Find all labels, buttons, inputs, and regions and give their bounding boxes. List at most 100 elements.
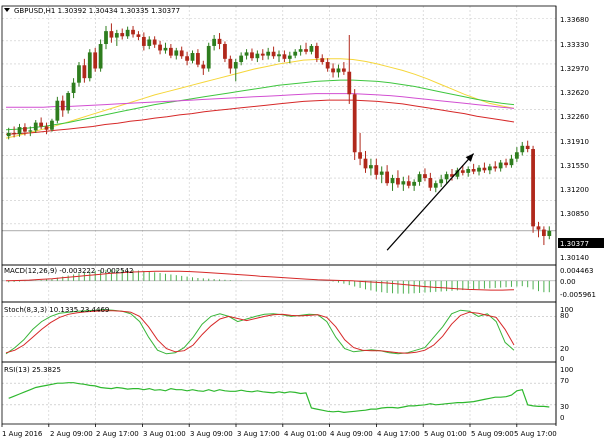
stoch-tick: 0	[560, 355, 564, 363]
price-tick: 1.32620	[560, 89, 589, 97]
candle-body	[87, 52, 92, 79]
symbol-header: GBPUSD,H1 1.30392 1.30434 1.30335 1.3037…	[4, 7, 180, 15]
candle-body	[417, 174, 422, 182]
candle-body	[325, 62, 330, 69]
candle-body	[309, 45, 314, 52]
time-label: 5 Aug 01:00	[424, 430, 467, 438]
candle-body	[547, 230, 552, 237]
symbol-label: GBPUSD,H1 1.30392 1.30434 1.30335 1.3037…	[14, 7, 180, 15]
candle-body	[217, 38, 222, 45]
candle-body	[120, 33, 125, 37]
stoch-tick: 80	[560, 312, 569, 320]
candle-body	[525, 145, 530, 150]
macd-signal-line	[5, 270, 515, 291]
candle-body	[439, 179, 444, 184]
time-axis: 1 Aug 2016 2 Aug 09:00 2 Aug 17:00 3 Aug…	[2, 430, 557, 438]
candle-body	[455, 170, 460, 177]
candle-body	[466, 169, 471, 173]
candle-body	[250, 52, 254, 59]
candle-body	[406, 181, 411, 186]
candle-body	[60, 100, 65, 111]
macd-tick: -0.005961	[560, 291, 596, 299]
candle-body	[379, 171, 384, 175]
price-tick: 1.33330	[560, 41, 589, 49]
macd-tick: 0.004463	[560, 267, 593, 275]
candle-body	[412, 181, 417, 186]
candle-body	[50, 120, 54, 130]
candle-body	[498, 162, 503, 169]
macd-panel	[2, 269, 556, 294]
candle-body	[109, 31, 114, 38]
macd-tick: 0.00	[560, 278, 576, 286]
candle-body	[504, 162, 508, 166]
moving-average-line	[6, 93, 515, 109]
candle-body	[277, 54, 281, 57]
candle-body	[33, 122, 38, 131]
price-axis: 1.33680 1.33330 1.32970 1.32620 1.32260 …	[558, 16, 604, 262]
time-label: 4 Aug 09:00	[330, 430, 373, 438]
candle-body	[244, 52, 249, 56]
moving-average-line	[5, 99, 515, 135]
candle-body	[23, 127, 27, 132]
time-label: 3 Aug 09:00	[190, 430, 233, 438]
rsi-tick: 30	[560, 403, 569, 411]
price-tick: 1.32970	[560, 65, 589, 73]
candle-body	[493, 166, 498, 169]
rsi-panel	[2, 382, 556, 414]
caret-down-icon[interactable]	[4, 8, 10, 12]
candle-body	[141, 36, 146, 46]
candle-body	[158, 44, 162, 51]
candle-body	[536, 226, 541, 230]
current-price-tag: 1.30377	[558, 238, 604, 248]
candle-body	[206, 45, 211, 69]
arrow-line	[386, 153, 475, 251]
price-tick: 1.30850	[560, 210, 589, 218]
candle-body	[271, 51, 276, 57]
candle-body	[369, 165, 373, 169]
candle-body	[428, 178, 433, 188]
candle-body	[44, 126, 49, 130]
candle-body	[196, 53, 200, 65]
candle-body	[12, 132, 17, 135]
candle-body	[82, 65, 87, 79]
candle-body	[385, 171, 390, 184]
candle-body	[401, 181, 406, 185]
candle-body	[320, 58, 325, 63]
candle-body	[347, 71, 352, 95]
rsi-tick: 70	[560, 377, 569, 385]
candle-body	[374, 165, 379, 175]
candle-body	[293, 51, 298, 56]
stoch-label: Stoch(8,3,3) 10.1335 23.4469	[4, 306, 109, 314]
candle-body	[125, 29, 130, 37]
candle-body	[298, 49, 303, 52]
grid-lines	[1, 6, 556, 427]
candle-body	[66, 92, 71, 111]
rsi-line	[8, 382, 550, 414]
candle-body	[190, 53, 195, 61]
candle-body	[390, 178, 395, 184]
candle-body	[358, 152, 362, 159]
candle-body	[28, 130, 33, 132]
time-label: 4 Aug 01:00	[284, 430, 327, 438]
candle-body	[179, 50, 184, 57]
time-label: 3 Aug 17:00	[237, 430, 280, 438]
stoch-tick: 100	[560, 306, 573, 314]
price-tick: 1.33680	[560, 16, 589, 24]
rsi-tick: 100	[560, 366, 573, 374]
stoch-tick: 20	[560, 345, 569, 353]
candle-body	[287, 55, 292, 59]
candle-body	[336, 68, 341, 73]
moving-averages	[5, 58, 515, 139]
candle-body	[104, 31, 108, 45]
candle-body	[228, 58, 233, 69]
candle-body	[98, 44, 103, 69]
candle-body	[147, 39, 152, 46]
moving-average-line	[5, 79, 515, 131]
macd-label: MACD(12,26,9) -0.003222 -0.002542	[4, 267, 133, 275]
stochastic-panel	[2, 309, 556, 355]
candle-body	[260, 53, 265, 56]
candle-body	[163, 47, 168, 51]
candle-body	[331, 68, 335, 73]
candle-body	[444, 174, 449, 180]
